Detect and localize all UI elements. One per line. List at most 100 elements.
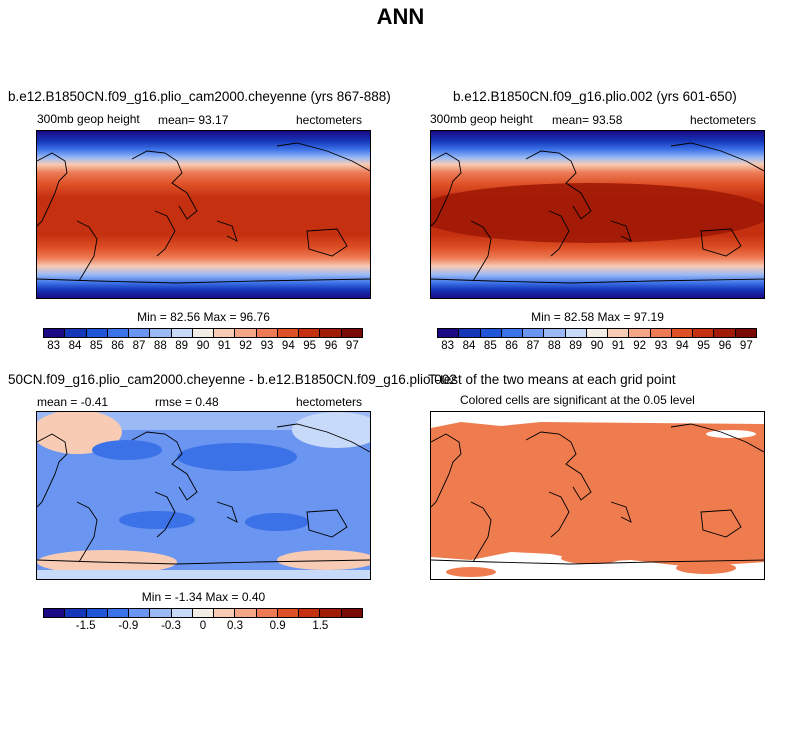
colorbar-tick-label: -0.3: [161, 620, 181, 632]
panel2-units-label: hectometers: [690, 113, 757, 127]
colorbar-swatch: [299, 329, 321, 337]
colorbar-tick-label: 87: [132, 340, 146, 352]
figure-title: ANN: [376, 4, 425, 29]
colorbar-swatch: [214, 329, 236, 337]
colorbar-swatch: [459, 329, 481, 337]
colorbar-tick-label: -1.5: [75, 620, 96, 632]
colorbar-swatch: [44, 609, 66, 617]
colorbar-swatch: [320, 329, 342, 337]
colorbar-tick-label: 84: [68, 340, 82, 352]
panel2-map: [430, 130, 765, 299]
colorbar-swatch: [256, 329, 278, 337]
panel4-title: T-test of the two means at each grid poi…: [428, 372, 676, 387]
colorbar-swatch: [235, 329, 257, 337]
colorbar-swatch: [341, 329, 362, 337]
colorbar-tick-label: 86: [505, 340, 519, 352]
panel1-colorbar: [43, 328, 363, 338]
colorbar-tick-label: 91: [217, 340, 231, 352]
colorbar-swatch: [235, 609, 257, 617]
colorbar-tick-label: 0.9: [269, 620, 286, 632]
panel3-colorbar: [43, 608, 363, 618]
panel2-map-svg: [431, 131, 764, 298]
panel1-units-label: hectometers: [296, 113, 363, 127]
panel1-minmax: Min = 82.56 Max = 96.76: [137, 310, 270, 324]
colorbar-swatch: [299, 609, 321, 617]
panel3-minmax: Min = -1.34 Max = 0.40: [141, 590, 266, 604]
panel4-subtitle: Colored cells are significant at the 0.0…: [460, 393, 695, 407]
colorbar-swatch: [107, 329, 130, 337]
colorbar-swatch: [629, 329, 651, 337]
colorbar-swatch: [150, 329, 172, 337]
colorbar-swatch: [65, 329, 87, 337]
colorbar-tick-label: 86: [111, 340, 125, 352]
panel2-variable-label: 300mb geop height: [430, 112, 533, 126]
colorbar-swatch: [86, 329, 108, 337]
colorbar-swatch: [192, 329, 215, 337]
colorbar-swatch: [214, 609, 236, 617]
colorbar-swatch: [341, 609, 362, 617]
panel2-mean-label: mean= 93.58: [552, 113, 623, 127]
colorbar-swatch: [480, 329, 502, 337]
colorbar-swatch: [320, 609, 342, 617]
colorbar-tick-label: -0.9: [118, 620, 139, 632]
panel1-mean-label: mean= 93.17: [158, 113, 229, 127]
colorbar-tick-label: 97: [345, 340, 359, 352]
colorbar-tick-label: 88: [153, 340, 167, 352]
colorbar-tick-label: 93: [654, 340, 668, 352]
colorbar-tick-label: 83: [441, 340, 455, 352]
colorbar-swatch: [544, 329, 566, 337]
panel2-colorbar: [437, 328, 757, 338]
panel2-colorbar-ticks: 83 84 85 86 87 88 89 90 91 92 93 94 95 96 97: [437, 340, 757, 354]
panel1-map: [36, 130, 371, 299]
colorbar-swatch: [650, 329, 672, 337]
colorbar-swatch: [586, 329, 609, 337]
colorbar-swatch: [277, 329, 300, 337]
panel3-units-label: hectometers: [296, 395, 363, 409]
colorbar-tick-label: 92: [239, 340, 253, 352]
colorbar-tick-label: 90: [590, 340, 604, 352]
colorbar-tick-label: 94: [675, 340, 689, 352]
colorbar-swatch: [171, 609, 193, 617]
panel3-colorbar-ticks: -1.5 -0.9 -0.3 0 0.3 0.9 1.5: [43, 620, 363, 634]
colorbar-tick-label: 84: [462, 340, 476, 352]
colorbar-tick-label: 95: [303, 340, 317, 352]
colorbar-swatch: [86, 609, 108, 617]
panel3-title: 50CN.f09_g16.plio_cam2000.cheyenne - b.e…: [8, 372, 457, 387]
colorbar-tick-label: 97: [739, 340, 753, 352]
colorbar-swatch: [107, 609, 130, 617]
colorbar-swatch: [735, 329, 756, 337]
panel1-colorbar-ticks: 83 84 85 86 87 88 89 90 91 92 93 94 95 96 97: [43, 340, 363, 354]
colorbar-swatch: [714, 329, 736, 337]
colorbar-swatch: [192, 609, 215, 617]
colorbar-tick-label: 89: [175, 340, 189, 352]
colorbar-tick-label: 88: [547, 340, 561, 352]
colorbar-tick-label: 89: [569, 340, 583, 352]
colorbar-tick-label: 0.3: [227, 620, 243, 632]
colorbar-tick-label: 83: [47, 340, 61, 352]
colorbar-swatch: [608, 329, 630, 337]
colorbar-tick-label: 96: [324, 340, 338, 352]
panel3-rmse-label: rmse = 0.48: [155, 395, 219, 409]
colorbar-swatch: [256, 609, 278, 617]
colorbar-swatch: [44, 329, 66, 337]
panel4-map: [430, 411, 765, 580]
panel3-map-svg: [37, 412, 370, 579]
colorbar-tick-label: 95: [697, 340, 711, 352]
panel4-map-svg: [431, 412, 764, 579]
panel1-title: b.e12.B1850CN.f09_g16.plio_cam2000.cheye…: [8, 89, 391, 104]
colorbar-swatch: [671, 329, 694, 337]
colorbar-tick-label: 93: [260, 340, 274, 352]
colorbar-tick-label: 96: [718, 340, 732, 352]
panel2-title: b.e12.B1850CN.f09_g16.plio.002 (yrs 601-…: [453, 89, 737, 104]
panel2-minmax: Min = 82.58 Max = 97.19: [531, 310, 664, 324]
colorbar-swatch: [65, 609, 87, 617]
colorbar-swatch: [129, 329, 151, 337]
colorbar-swatch: [129, 609, 151, 617]
colorbar-swatch: [438, 329, 460, 337]
colorbar-swatch: [501, 329, 524, 337]
colorbar-tick-label: 85: [89, 340, 103, 352]
colorbar-swatch: [150, 609, 172, 617]
colorbar-tick-label: 92: [633, 340, 647, 352]
panel1-variable-label: 300mb geop height: [37, 112, 140, 126]
colorbar-swatch: [565, 329, 587, 337]
